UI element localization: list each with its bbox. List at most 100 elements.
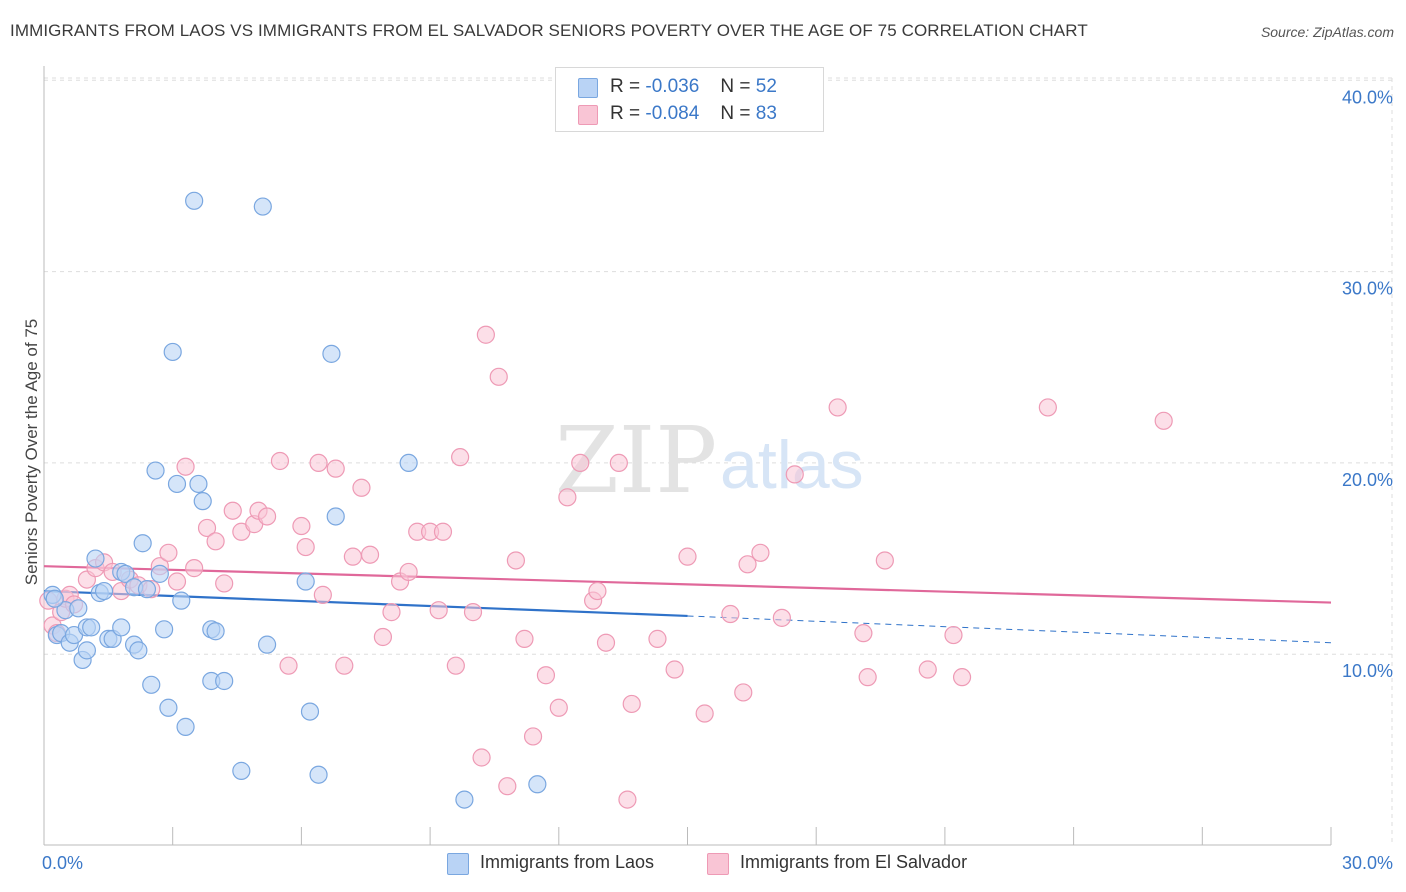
data-point-el-salvador <box>506 551 526 570</box>
data-point-el-salvador <box>952 668 972 687</box>
chart-title: IMMIGRANTS FROM LAOS VS IMMIGRANTS FROM … <box>10 21 1088 40</box>
x-tick-label: 0.0% <box>42 853 83 873</box>
data-point-el-salvador <box>695 704 714 723</box>
data-point-el-salvador <box>571 453 590 472</box>
data-point-el-salvador <box>1154 411 1173 430</box>
bottom-legend-laos-label: Immigrants from Laos <box>480 852 655 872</box>
data-point-el-salvador <box>373 627 393 647</box>
data-point-laos <box>215 671 234 691</box>
data-point-laos <box>77 641 97 660</box>
series-el-salvador <box>39 325 1173 809</box>
legend-r-value: -0.084 <box>645 103 700 124</box>
x-tick-label: 30.0% <box>1342 853 1393 873</box>
data-point-el-salvador <box>944 625 963 645</box>
legend-r-label: R = <box>610 103 641 124</box>
data-point-el-salvador <box>785 465 804 484</box>
data-point-laos <box>253 197 272 216</box>
data-point-el-salvador <box>476 325 495 344</box>
legend-r-value: -0.036 <box>645 76 700 97</box>
data-point-el-salvador <box>382 603 401 622</box>
data-point-el-salvador <box>429 601 448 620</box>
data-point-laos <box>133 534 152 553</box>
data-point-el-salvador <box>279 656 298 675</box>
data-point-el-salvador <box>451 448 470 467</box>
data-point-el-salvador <box>678 547 697 566</box>
data-point-el-salvador <box>159 543 178 562</box>
el-salvador-swatch <box>707 853 729 875</box>
data-point-el-salvador <box>309 453 328 472</box>
data-point-laos <box>528 775 547 794</box>
data-point-el-salvador <box>648 629 667 648</box>
data-point-laos <box>45 589 64 608</box>
y-tick-label: 40.0% <box>1342 87 1393 107</box>
y-axis-label: Seniors Poverty Over the Age of 75 <box>22 318 41 586</box>
data-point-el-salvador <box>215 574 234 593</box>
data-point-el-salvador <box>489 367 508 386</box>
data-point-el-salvador <box>858 668 877 687</box>
data-point-laos <box>137 580 157 599</box>
watermark-atlas: atlas <box>720 427 864 503</box>
data-point-el-salvador <box>596 633 616 652</box>
data-point-laos <box>185 191 204 210</box>
legend: R = -0.036 N = 52 R = -0.084 N = 83 <box>555 67 824 132</box>
data-point-laos <box>322 344 341 363</box>
data-point-laos <box>82 618 101 637</box>
data-point-el-salvador <box>751 543 770 562</box>
data-point-laos <box>189 474 208 494</box>
data-point-laos <box>69 599 88 618</box>
tick-labels: 10.0% 20.0% 30.0% 40.0% 0.0% 30.0% <box>42 87 1393 873</box>
data-point-el-salvador <box>335 656 354 675</box>
data-point-laos <box>257 635 277 654</box>
legend-r-label: R = <box>610 76 641 97</box>
data-point-laos <box>167 474 187 494</box>
trend-line-laos-extension <box>687 615 1332 644</box>
data-point-laos <box>129 641 148 660</box>
data-point-el-salvador <box>176 457 195 476</box>
data-point-el-salvador <box>1038 398 1057 417</box>
data-point-el-salvador <box>515 629 534 648</box>
data-point-laos <box>232 761 251 780</box>
data-point-laos <box>116 564 135 583</box>
data-point-laos <box>86 549 105 568</box>
data-point-el-salvador <box>472 748 491 767</box>
data-point-laos <box>309 765 328 784</box>
data-point-el-salvador <box>343 547 362 566</box>
data-point-el-salvador <box>498 777 517 796</box>
data-point-laos <box>142 675 161 694</box>
data-point-el-salvador <box>352 478 371 497</box>
data-point-el-salvador <box>326 459 345 478</box>
data-point-el-salvador <box>721 604 740 624</box>
data-point-el-salvador <box>197 518 217 538</box>
data-point-el-salvador <box>185 559 204 578</box>
data-point-el-salvador <box>618 790 637 809</box>
data-point-el-salvador <box>738 555 757 574</box>
data-point-el-salvador <box>622 694 641 714</box>
data-point-el-salvador <box>523 727 543 746</box>
data-point-el-salvador <box>536 666 556 685</box>
data-point-el-salvador <box>772 608 791 627</box>
data-point-laos <box>163 342 182 362</box>
data-point-laos <box>155 620 174 639</box>
data-point-laos <box>300 702 320 721</box>
data-point-el-salvador <box>206 532 225 551</box>
trend-lines <box>43 565 1332 644</box>
data-point-el-salvador <box>313 585 332 604</box>
data-point-el-salvador <box>446 656 465 675</box>
data-point-el-salvador <box>665 660 684 679</box>
laos-swatch <box>578 78 598 98</box>
axes <box>43 66 1332 846</box>
data-point-laos <box>112 618 131 637</box>
data-point-el-salvador <box>360 545 380 564</box>
watermark: ZIP atlas <box>555 407 864 514</box>
data-point-laos <box>296 572 315 591</box>
y-tick-label: 30.0% <box>1342 279 1393 299</box>
legend-n-label: N = <box>720 103 751 124</box>
y-tick-label: 20.0% <box>1342 470 1393 490</box>
data-point-el-salvador <box>296 537 315 557</box>
el-salvador-swatch <box>578 105 598 125</box>
data-point-laos <box>193 492 212 511</box>
legend-n-label: N = <box>720 76 751 97</box>
data-point-el-salvador <box>734 683 753 702</box>
data-point-el-salvador <box>167 572 187 591</box>
data-point-el-salvador <box>270 451 290 471</box>
